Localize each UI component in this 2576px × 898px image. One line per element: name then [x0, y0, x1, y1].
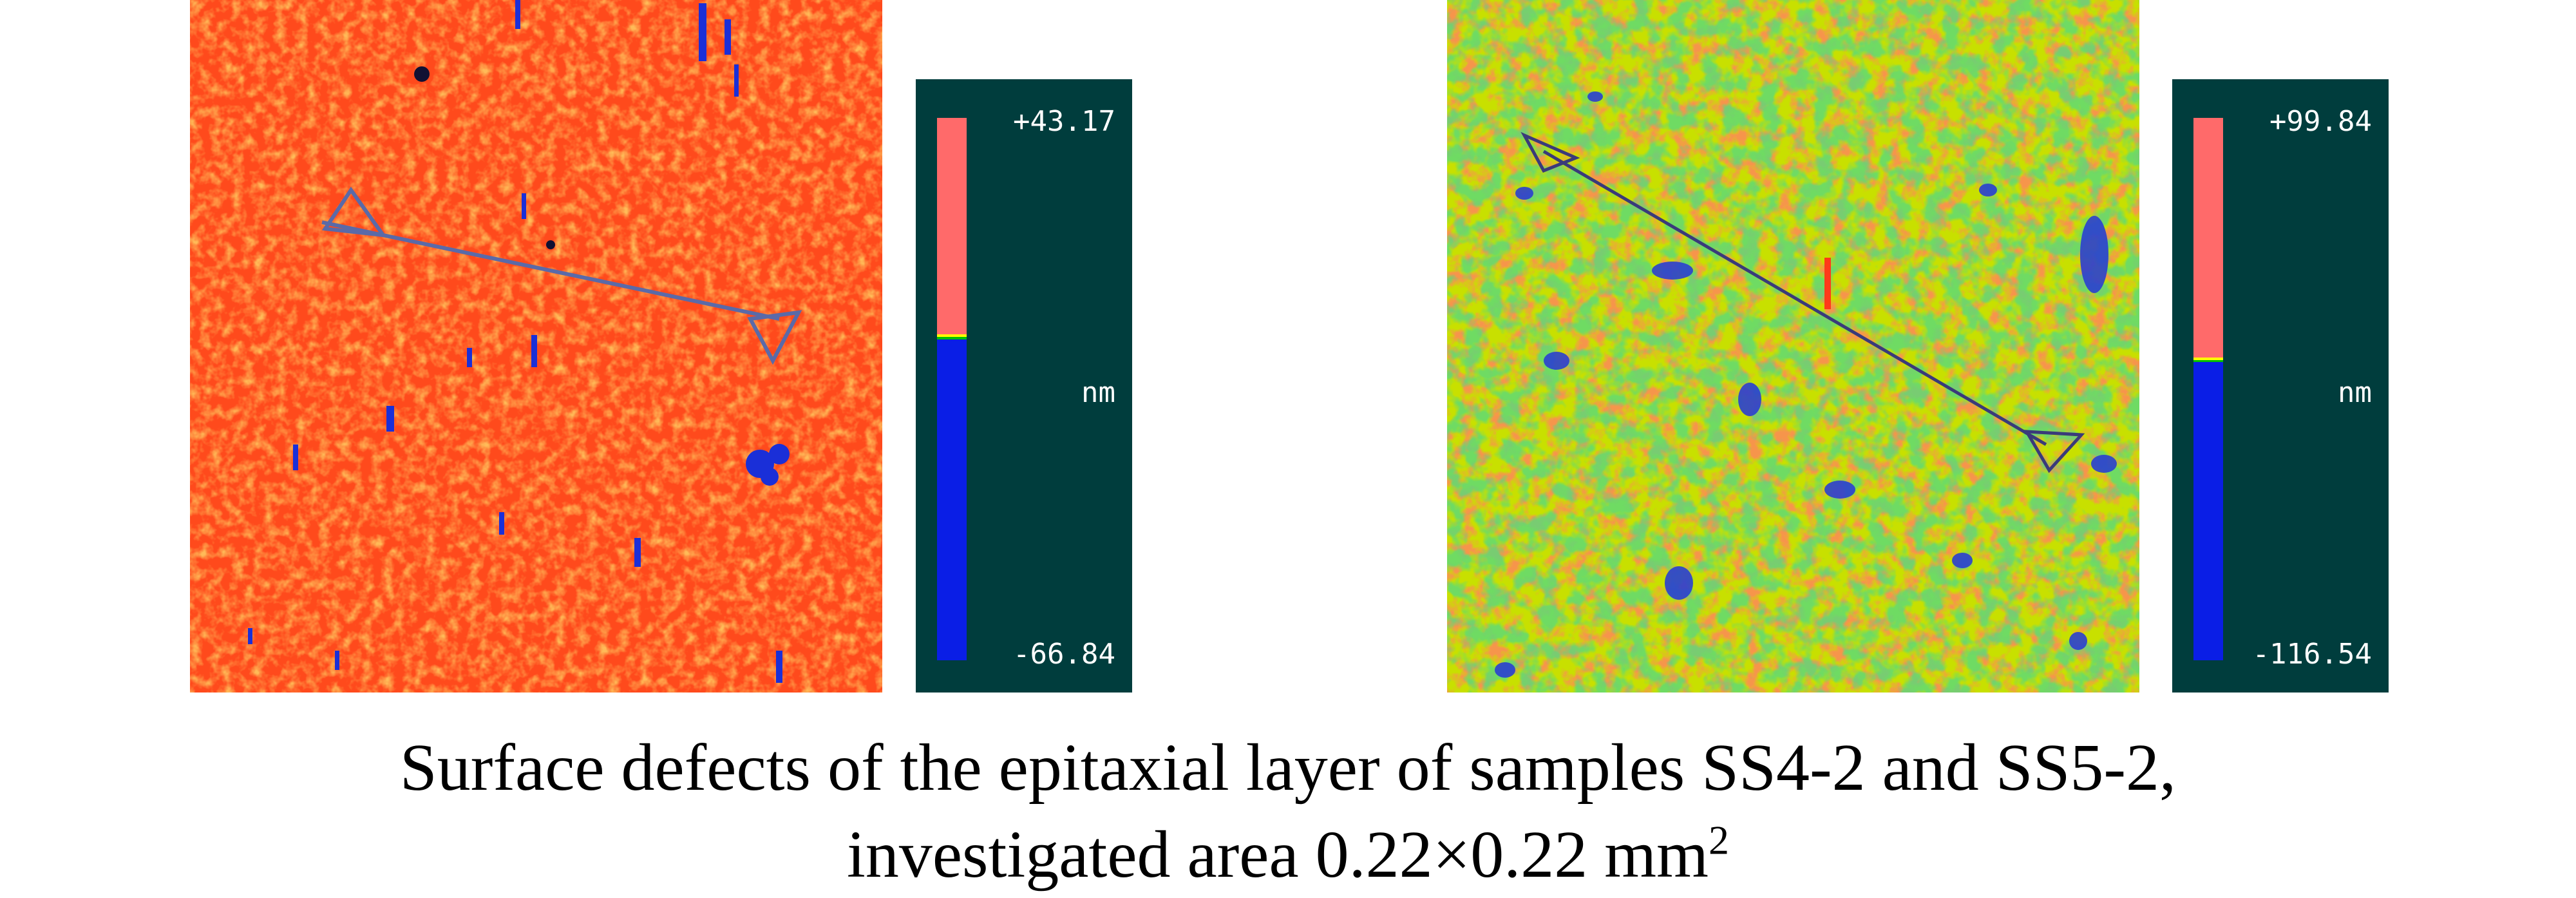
figure-caption-line1: Surface defects of the epitaxial layer o…: [399, 731, 2177, 805]
color-scale-bar: [2193, 118, 2223, 660]
figure-caption-line2: investigated area 0.22×0.22 mm2: [0, 819, 2576, 888]
scale-max-label: +99.84: [2269, 105, 2372, 138]
color-scale-ss5-2: +99.84 nm -116.54: [2172, 79, 2389, 693]
profile-line-marker: [321, 186, 802, 365]
scale-max-label: +43.17: [1013, 105, 1115, 138]
afm-map-ss4-2: [190, 0, 882, 693]
defect-spots: [248, 0, 790, 683]
scale-unit-label: nm: [2338, 376, 2372, 409]
afm-map-ss5-2: [1447, 0, 2139, 693]
caption-area-text: investigated area 0.22×0.22 mm: [846, 817, 1709, 892]
caption-area-exponent: 2: [1709, 817, 1730, 863]
defect-spots: [1495, 91, 2117, 678]
scale-unit-label: nm: [1081, 376, 1115, 409]
scale-min-label: -66.84: [1013, 638, 1115, 671]
scale-min-label: -116.54: [2252, 638, 2372, 671]
profile-line-marker: [1520, 131, 2085, 473]
color-scale-ss4-2: +43.17 nm -66.84: [916, 79, 1132, 693]
color-scale-bar: [937, 118, 967, 660]
